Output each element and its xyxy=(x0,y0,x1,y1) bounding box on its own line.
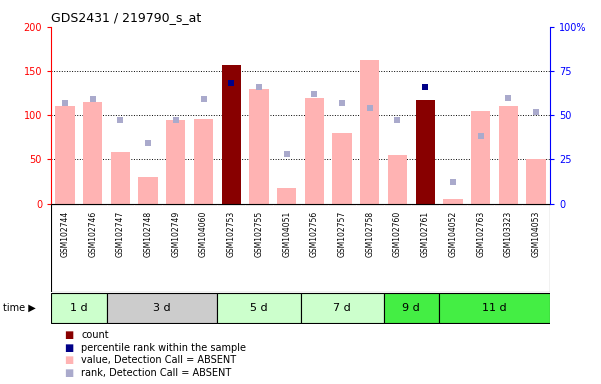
Text: 5 d: 5 d xyxy=(250,303,267,313)
Bar xyxy=(55,106,75,204)
Text: GSM102761: GSM102761 xyxy=(421,210,430,257)
Text: GSM102756: GSM102756 xyxy=(310,210,319,257)
Text: GSM104053: GSM104053 xyxy=(531,210,540,257)
Text: value, Detection Call = ABSENT: value, Detection Call = ABSENT xyxy=(81,355,236,365)
Bar xyxy=(51,293,106,323)
Text: GSM102757: GSM102757 xyxy=(338,210,347,257)
Text: GSM104060: GSM104060 xyxy=(199,210,208,257)
Bar xyxy=(106,293,218,323)
Bar xyxy=(111,152,130,204)
Text: GSM102755: GSM102755 xyxy=(254,210,263,257)
Text: GSM104052: GSM104052 xyxy=(448,210,457,257)
Text: GSM102749: GSM102749 xyxy=(171,210,180,257)
Text: count: count xyxy=(81,330,109,340)
Text: 11 d: 11 d xyxy=(482,303,507,313)
Text: GSM102753: GSM102753 xyxy=(227,210,236,257)
Text: GSM102747: GSM102747 xyxy=(116,210,125,257)
Bar xyxy=(526,159,546,204)
Text: 1 d: 1 d xyxy=(70,303,88,313)
Text: 9 d: 9 d xyxy=(403,303,420,313)
Bar xyxy=(305,98,324,204)
Bar xyxy=(383,293,439,323)
Bar xyxy=(222,65,241,204)
Bar xyxy=(138,177,158,204)
Text: GSM102760: GSM102760 xyxy=(393,210,402,257)
Text: GDS2431 / 219790_s_at: GDS2431 / 219790_s_at xyxy=(51,12,201,25)
Bar xyxy=(300,293,383,323)
Bar xyxy=(218,293,300,323)
Text: percentile rank within the sample: percentile rank within the sample xyxy=(81,343,246,353)
Text: 3 d: 3 d xyxy=(153,303,171,313)
Text: ■: ■ xyxy=(64,330,74,340)
Bar xyxy=(277,188,296,204)
Bar xyxy=(166,120,186,204)
Bar xyxy=(443,199,463,204)
Text: time ▶: time ▶ xyxy=(3,303,35,313)
Text: ■: ■ xyxy=(64,368,74,378)
Text: 7 d: 7 d xyxy=(333,303,351,313)
Text: rank, Detection Call = ABSENT: rank, Detection Call = ABSENT xyxy=(81,368,231,378)
Bar xyxy=(499,106,518,204)
Bar xyxy=(194,119,213,204)
Text: GSM104051: GSM104051 xyxy=(282,210,291,257)
Text: GSM102746: GSM102746 xyxy=(88,210,97,257)
Bar xyxy=(249,89,269,204)
Text: ■: ■ xyxy=(64,355,74,365)
Bar xyxy=(439,293,550,323)
Bar xyxy=(360,60,379,204)
Text: GSM102748: GSM102748 xyxy=(144,210,153,257)
Text: ■: ■ xyxy=(64,343,74,353)
Bar xyxy=(332,133,352,204)
Bar xyxy=(388,155,407,204)
Bar xyxy=(83,102,102,204)
Text: GSM103323: GSM103323 xyxy=(504,210,513,257)
Bar xyxy=(415,100,435,204)
Text: GSM102758: GSM102758 xyxy=(365,210,374,257)
Bar xyxy=(471,111,490,204)
Text: GSM102763: GSM102763 xyxy=(476,210,485,257)
Text: GSM102744: GSM102744 xyxy=(61,210,70,257)
